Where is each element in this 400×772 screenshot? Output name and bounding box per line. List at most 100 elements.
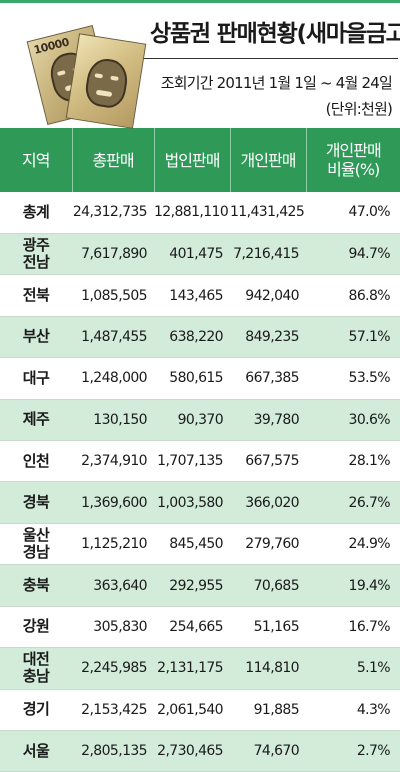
total-sales-cell: 1,369,600	[72, 481, 154, 524]
individual-ratio-cell: 47.0%	[306, 192, 400, 234]
banknote-illustration: 10000	[26, 25, 147, 129]
header-row: 지역 총판매 법인판매 개인판매 개인판매 비율(%)	[0, 128, 400, 192]
individual-sales-cell: 667,575	[230, 440, 306, 483]
region-cell: 인천	[0, 440, 72, 483]
region-cell: 경북	[0, 481, 72, 524]
total-sales-cell: 1,248,000	[72, 357, 154, 400]
region-label: 대전	[22, 650, 50, 669]
region-cell: 부산	[0, 316, 72, 359]
individual-ratio-cell: 30.6%	[306, 399, 400, 442]
individual-ratio-cell: 28.1%	[306, 440, 400, 483]
column-header-label: 비율(%)	[327, 160, 380, 179]
table-body: 총계 24,312,735 12,881,110 11,431,425 47.0% 광주 전…	[0, 192, 400, 772]
region-label: 충남	[22, 667, 50, 686]
region-cell: 강원	[0, 606, 72, 649]
banknote-image	[65, 33, 147, 129]
total-sales-cell: 7,617,890	[72, 233, 154, 276]
individual-ratio-cell: 24.9%	[306, 523, 400, 566]
table-row: 대구 1,248,000 580,615 667,385 53.5%	[0, 357, 400, 400]
region-cell: 충북	[0, 564, 72, 607]
title-divider	[140, 58, 398, 59]
table-row: 충북 363,640 292,955 70,685 19.4%	[0, 564, 400, 607]
total-sales-cell: 1,125,210	[72, 523, 154, 566]
region-label: 광주	[22, 236, 50, 255]
region-label: 전남	[22, 253, 50, 272]
region-label: 강원	[22, 617, 50, 636]
total-sales-cell: 1,085,505	[72, 274, 154, 317]
table-row: 서울 2,805,135 2,730,465 74,670 2.7%	[0, 730, 400, 772]
header: 10000 상품권 판매현황(새마을금고) 조회기간 2011년 1월 1일 ~…	[0, 0, 400, 129]
table-row: 전북 1,085,505 143,465 942,040 86.8%	[0, 274, 400, 317]
corporate-sales-cell: 638,220	[154, 316, 230, 359]
region-label: 울산	[22, 526, 50, 545]
mask-face-icon	[83, 56, 131, 110]
individual-sales-cell: 279,760	[230, 523, 306, 566]
region-label: 충북	[22, 576, 50, 594]
region-label: 경기	[22, 700, 50, 719]
corporate-sales-cell: 2,131,175	[154, 647, 230, 690]
region-cell: 총계	[0, 192, 72, 234]
individual-sales-cell: 70,685	[230, 564, 306, 607]
column-header-label: 개인판매	[240, 150, 297, 170]
corporate-sales-cell: 1,707,135	[154, 440, 230, 483]
corporate-sales-cell: 90,370	[154, 399, 230, 442]
region-label: 대구	[22, 368, 50, 387]
table-row: 인천 2,374,910 1,707,135 667,575 28.1%	[0, 440, 400, 483]
corporate-sales-cell: 254,665	[154, 606, 230, 649]
total-sales-cell: 305,830	[72, 606, 154, 649]
region-cell: 대전 충남	[0, 647, 72, 690]
region-cell: 전북	[0, 274, 72, 317]
individual-ratio-cell: 4.3%	[306, 689, 400, 731]
region-cell: 서울	[0, 730, 72, 772]
individual-ratio-cell: 53.5%	[306, 357, 400, 400]
table-row: 광주 전남 7,617,890 401,475 7,216,415 94.7%	[0, 233, 400, 276]
region-cell: 울산 경남	[0, 523, 72, 566]
column-header: 개인판매 비율(%)	[305, 128, 400, 192]
region-cell: 대구	[0, 357, 72, 400]
table-row: 울산 경남 1,125,210 845,450 279,760 24.9%	[0, 523, 400, 566]
table-row: 경북 1,369,600 1,003,580 366,020 26.7%	[0, 481, 400, 524]
individual-ratio-cell: 94.7%	[306, 233, 400, 276]
individual-ratio-cell: 19.4%	[306, 564, 400, 607]
page-title: 상품권 판매현황(새마을금고)	[150, 21, 400, 47]
individual-sales-cell: 74,670	[230, 730, 306, 772]
table-row: 강원 305,830 254,665 51,165 16.7%	[0, 606, 400, 649]
individual-ratio-cell: 16.7%	[306, 606, 400, 649]
total-sales-cell: 130,150	[72, 399, 154, 442]
total-sales-cell: 2,245,985	[72, 647, 154, 690]
individual-sales-cell: 11,431,425	[230, 192, 306, 234]
region-label: 전북	[22, 286, 50, 305]
total-sales-cell: 363,640	[72, 564, 154, 607]
individual-ratio-cell: 2.7%	[306, 730, 400, 772]
individual-sales-cell: 849,235	[230, 316, 306, 359]
corporate-sales-cell: 401,475	[154, 233, 230, 276]
region-cell: 제주	[0, 399, 72, 442]
column-header: 지역	[0, 128, 72, 192]
column-header-label: 지역	[22, 150, 50, 170]
corporate-sales-cell: 2,730,465	[154, 730, 230, 772]
corporate-sales-cell: 580,615	[154, 357, 230, 400]
table-row: 총계 24,312,735 12,881,110 11,431,425 47.0%	[0, 192, 400, 234]
individual-sales-cell: 366,020	[230, 481, 306, 524]
region-label: 부산	[22, 327, 50, 346]
region-label: 서울	[22, 741, 50, 760]
total-sales-cell: 2,805,135	[72, 730, 154, 772]
region-label: 경북	[22, 493, 50, 512]
region-label: 제주	[22, 410, 50, 429]
individual-ratio-cell: 86.8%	[306, 274, 400, 317]
individual-ratio-cell: 5.1%	[306, 647, 400, 690]
corporate-sales-cell: 292,955	[154, 564, 230, 607]
table-row: 경기 2,153,425 2,061,540 91,885 4.3%	[0, 689, 400, 731]
table-row: 대전 충남 2,245,985 2,131,175 114,810 5.1%	[0, 647, 400, 690]
total-sales-cell: 24,312,735	[72, 192, 154, 234]
column-header: 개인판매	[229, 128, 306, 192]
total-sales-cell: 1,487,455	[72, 316, 154, 359]
column-header-label: 법인판매	[164, 150, 221, 170]
unit-label: (단위:천원)	[325, 100, 393, 118]
region-cell: 광주 전남	[0, 233, 72, 276]
corporate-sales-cell: 12,881,110	[154, 192, 230, 234]
corporate-sales-cell: 2,061,540	[154, 689, 230, 731]
region-label: 경남	[22, 543, 50, 562]
corporate-sales-cell: 1,003,580	[154, 481, 230, 524]
